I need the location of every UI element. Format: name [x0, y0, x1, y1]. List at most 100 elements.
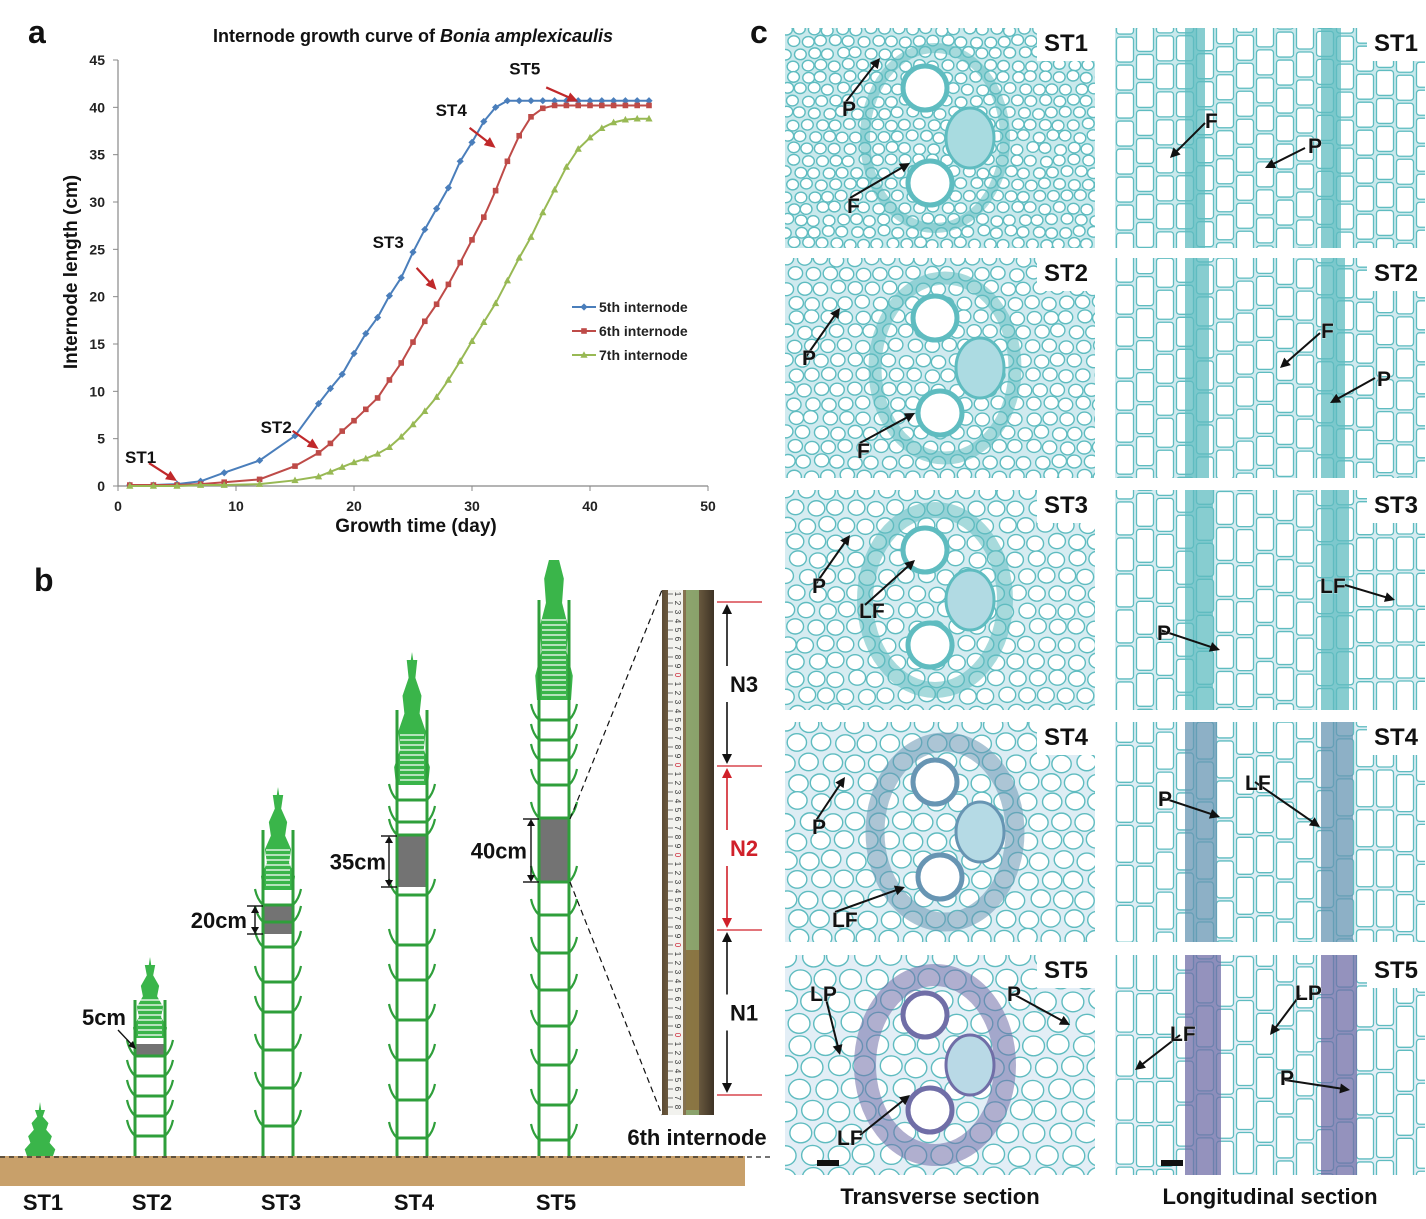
parenchyma-cell — [1086, 1056, 1095, 1078]
parenchyma-cell — [1255, 28, 1275, 48]
fiber-band — [1321, 955, 1357, 1175]
parenchyma-cell — [1275, 722, 1295, 760]
ruler-digit: 6 — [673, 997, 682, 1002]
x-tick-label: 20 — [346, 498, 362, 514]
parenchyma-cell — [928, 704, 946, 710]
parenchyma-cell — [1375, 69, 1395, 97]
sheath-right — [164, 1099, 175, 1117]
parenchyma-cell — [918, 28, 933, 35]
parenchyma-cell — [1355, 73, 1375, 100]
parenchyma-cell — [798, 752, 819, 772]
parenchyma-cell — [1006, 533, 1026, 551]
parenchyma-cell — [801, 35, 815, 48]
parenchyma-cell — [1155, 385, 1175, 416]
micrograph-st4-transverse: P LF ST4 — [785, 722, 1095, 942]
legend-entry: 7th internode — [572, 347, 688, 363]
parenchyma-cell — [807, 670, 826, 688]
parenchyma-cell — [998, 686, 1017, 704]
parenchyma-cell — [1115, 573, 1135, 608]
caption-transverse: Transverse section — [840, 1184, 1040, 1209]
parenchyma-cell — [1235, 202, 1255, 229]
ruler-digit: 5 — [673, 988, 682, 993]
parenchyma-cell — [820, 190, 835, 203]
parenchyma-cell — [1012, 71, 1026, 84]
parenchyma-cell — [896, 381, 913, 396]
legend-entry: 6th internode — [572, 323, 688, 339]
pointer-arrowhead — [1208, 809, 1220, 819]
sheath-left — [253, 965, 264, 983]
parenchyma-cell — [1088, 989, 1095, 1010]
fiber-band — [1185, 955, 1221, 1175]
ruler-digit: 8 — [673, 835, 682, 840]
parenchyma-cell — [913, 236, 928, 248]
parenchyma-cell — [1030, 214, 1044, 227]
parenchyma-cell — [978, 490, 997, 501]
parenchyma-cell — [1049, 382, 1066, 398]
pointer-arrowhead — [1058, 1015, 1070, 1025]
parenchyma-cell — [1355, 1029, 1375, 1072]
parenchyma-cell — [811, 869, 832, 889]
stage-label-st2: ST2 — [132, 1190, 172, 1215]
parenchyma-cell — [1115, 444, 1135, 475]
data-point — [551, 102, 558, 109]
x-tick-label: 0 — [114, 498, 122, 514]
legend-marker — [580, 303, 588, 311]
parenchyma-cell — [1215, 780, 1235, 819]
parenchyma-cell — [1115, 412, 1135, 443]
parenchyma-cell — [821, 890, 843, 910]
y-tick-label: 0 — [97, 478, 105, 494]
sheath-right — [292, 1071, 303, 1089]
ruler-digit: 8 — [673, 1015, 682, 1020]
parenchyma-cell — [1033, 354, 1050, 369]
parenchyma-cell — [938, 490, 957, 500]
data-point — [540, 105, 546, 112]
parenchyma-cell — [1215, 417, 1235, 448]
parenchyma-cell — [1395, 933, 1415, 942]
parenchyma-cell — [969, 95, 984, 108]
parenchyma-cell — [897, 118, 911, 131]
parenchyma-cell — [1038, 203, 1052, 216]
parenchyma-cell — [1275, 702, 1295, 710]
parenchyma-cell — [1068, 549, 1087, 567]
parenchyma-cell — [1135, 636, 1155, 671]
sheath-left — [387, 963, 398, 981]
parenchyma-cell — [797, 281, 813, 296]
parenchyma-cell — [1038, 141, 1052, 154]
parenchyma-cell — [1295, 79, 1315, 106]
parenchyma-cell — [1005, 551, 1025, 569]
parenchyma-cell — [885, 141, 899, 154]
parenchyma-cell — [1396, 476, 1414, 478]
ruler-digit: 7 — [673, 736, 682, 741]
parenchyma-cell — [1018, 46, 1032, 59]
tissue-image: FP — [1115, 258, 1425, 478]
parenchyma-cell — [854, 294, 871, 309]
parenchyma-cell — [890, 189, 905, 202]
parenchyma-cell — [1018, 214, 1033, 227]
parenchyma-cell — [809, 909, 830, 929]
parenchyma-cell — [1058, 105, 1072, 118]
parenchyma-cell — [863, 455, 879, 470]
parenchyma-cell — [1067, 178, 1081, 192]
parenchyma-cell — [954, 177, 968, 190]
parenchyma-cell — [845, 852, 867, 871]
pointer-arrowhead — [1135, 1059, 1146, 1070]
parenchyma-cell — [1027, 704, 1045, 710]
parenchyma-cell — [925, 929, 947, 942]
data-point — [339, 428, 345, 434]
data-point — [398, 360, 404, 366]
stage-annotation-st3: ST3 — [373, 233, 437, 290]
parenchyma-cell — [1395, 74, 1415, 101]
parenchyma-cell — [785, 258, 795, 266]
parenchyma-cell — [950, 258, 966, 267]
sheath-right — [426, 1003, 437, 1021]
parenchyma-cell — [941, 201, 955, 214]
parenchyma-cell — [855, 267, 872, 282]
parenchyma-cell — [786, 60, 800, 73]
parenchyma-cell — [1115, 824, 1135, 863]
parenchyma-cell — [1052, 177, 1067, 190]
parenchyma-cell — [903, 1165, 927, 1175]
parenchyma-cell — [813, 381, 830, 397]
fiber-band — [1185, 258, 1209, 478]
parenchyma-cell — [905, 470, 921, 478]
parenchyma-cell — [1395, 158, 1415, 185]
